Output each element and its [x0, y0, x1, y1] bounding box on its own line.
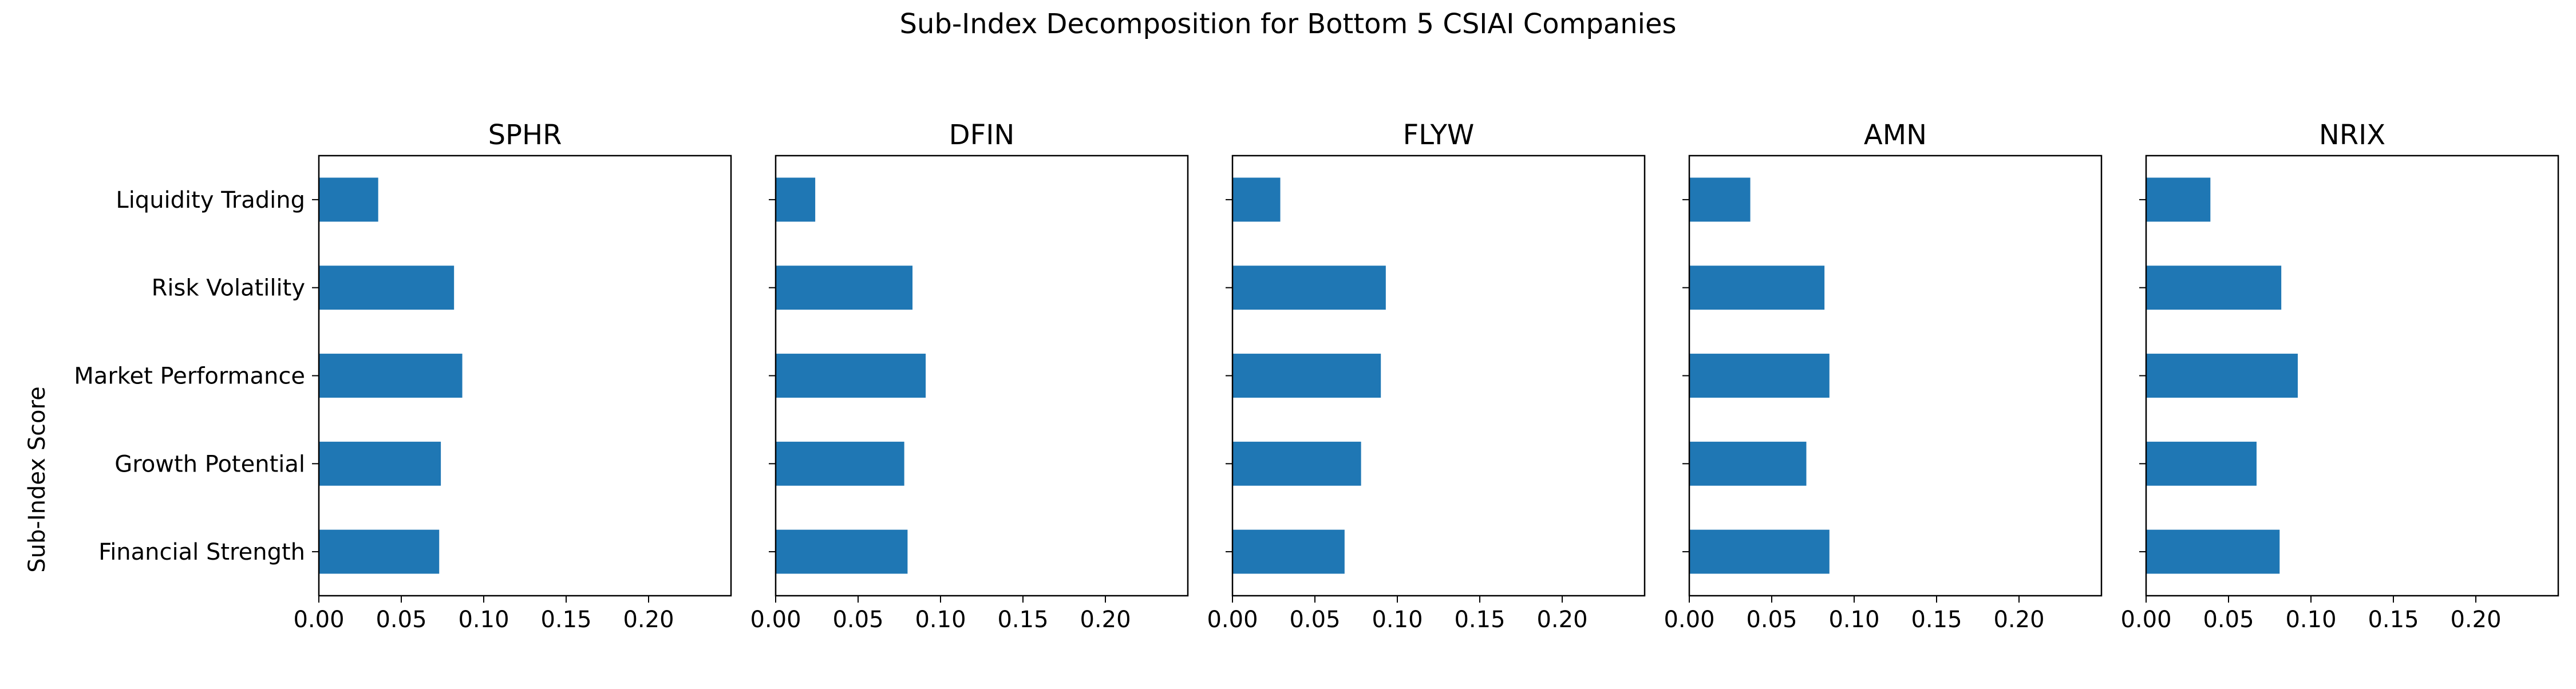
- x-tick-label: 0.00: [750, 607, 801, 633]
- bar-market-performance: [776, 354, 926, 398]
- bar-market-performance: [1689, 354, 1830, 398]
- x-tick-label: 0.10: [915, 607, 966, 633]
- bar-market-performance: [319, 354, 463, 398]
- subplot-nrix: NRIX 0.00 0.05 0.10 0.15 0.20: [2120, 119, 2559, 633]
- x-tick-label: 0.05: [1746, 607, 1797, 633]
- x-tick-label: 0.15: [1454, 607, 1505, 633]
- x-tick-label: 0.00: [1207, 607, 1258, 633]
- figure-title: Sub-Index Decomposition for Bottom 5 CSI…: [899, 8, 1676, 40]
- x-tick-label: 0.05: [2203, 607, 2254, 633]
- subplot-title: AMN: [1864, 119, 1927, 151]
- bar-market-performance: [2146, 354, 2298, 398]
- x-tick-label: 0.00: [293, 607, 344, 633]
- x-tick-label: 0.05: [832, 607, 883, 633]
- subplot-title: FLYW: [1403, 119, 1475, 151]
- x-tick-label: 0.15: [997, 607, 1048, 633]
- bar-financial-strength: [1232, 529, 1345, 574]
- bar-market-performance: [1232, 354, 1381, 398]
- bar-growth-potential: [1232, 441, 1361, 486]
- subplot-sphr: SPHR Financial Strength Growth Potential Ma…: [74, 119, 732, 633]
- bar-risk-volatility: [319, 266, 455, 310]
- axes-frame: [775, 155, 1189, 597]
- subplot-amn: AMN 0.00 0.05 0.10 0.15 0.20: [1664, 119, 2103, 633]
- axes-frame: [1231, 155, 1646, 597]
- bar-financial-strength: [2146, 529, 2280, 574]
- y-tick-label: Financial Strength: [98, 539, 305, 565]
- bar-growth-potential: [2146, 441, 2257, 486]
- x-tick-label: 0.10: [458, 607, 509, 633]
- x-tick-label: 0.20: [1080, 607, 1131, 633]
- bar-growth-potential: [319, 441, 441, 486]
- bar-growth-potential: [776, 441, 904, 486]
- subplot-title: DFIN: [949, 119, 1015, 151]
- bar-liquidity-trading: [1232, 177, 1281, 222]
- bar-liquidity-trading: [2146, 177, 2211, 222]
- y-axis-label: Sub-Index Score: [24, 386, 50, 572]
- bar-liquidity-trading: [319, 177, 378, 222]
- axes-frame: [2145, 155, 2559, 597]
- bar-liquidity-trading: [1689, 177, 1751, 222]
- bar-risk-volatility: [776, 266, 913, 310]
- y-tick-label: Liquidity Trading: [116, 187, 305, 213]
- bar-financial-strength: [1689, 529, 1830, 574]
- x-tick-label: 0.20: [1536, 607, 1587, 633]
- subplot-title: NRIX: [2319, 119, 2385, 151]
- bar-risk-volatility: [2146, 266, 2282, 310]
- x-tick-label: 0.15: [1911, 607, 1962, 633]
- x-tick-label: 0.20: [623, 607, 674, 633]
- y-tick-label: Risk Volatility: [152, 275, 305, 302]
- bar-liquidity-trading: [776, 177, 816, 222]
- x-tick-label: 0.00: [1664, 607, 1714, 633]
- x-tick-label: 0.05: [376, 607, 426, 633]
- x-tick-label: 0.10: [2285, 607, 2336, 633]
- panels-group: SPHR Financial Strength Growth Potential Ma…: [74, 119, 2559, 633]
- bar-financial-strength: [776, 529, 908, 574]
- x-tick-label: 0.20: [1993, 607, 2044, 633]
- x-tick-label: 0.10: [1828, 607, 1879, 633]
- bar-financial-strength: [319, 529, 440, 574]
- x-tick-label: 0.15: [2368, 607, 2419, 633]
- y-tick-label: Growth Potential: [114, 451, 305, 477]
- axes-frame: [318, 155, 732, 597]
- subplot-dfin: DFIN 0.00 0.05 0.10 0.15 0.20: [750, 119, 1189, 633]
- x-tick-label: 0.00: [2120, 607, 2171, 633]
- bar-growth-potential: [1689, 441, 1807, 486]
- x-tick-label: 0.20: [2450, 607, 2501, 633]
- bar-risk-volatility: [1232, 266, 1386, 310]
- bar-risk-volatility: [1689, 266, 1825, 310]
- y-tick-label: Market Performance: [74, 363, 305, 390]
- x-tick-label: 0.15: [540, 607, 591, 633]
- subplot-title: SPHR: [488, 119, 562, 151]
- x-tick-label: 0.05: [1289, 607, 1340, 633]
- axes-frame: [1688, 155, 2103, 597]
- x-tick-label: 0.10: [1372, 607, 1423, 633]
- subplot-flyw: FLYW 0.00 0.05 0.10 0.15 0.20: [1207, 119, 1646, 633]
